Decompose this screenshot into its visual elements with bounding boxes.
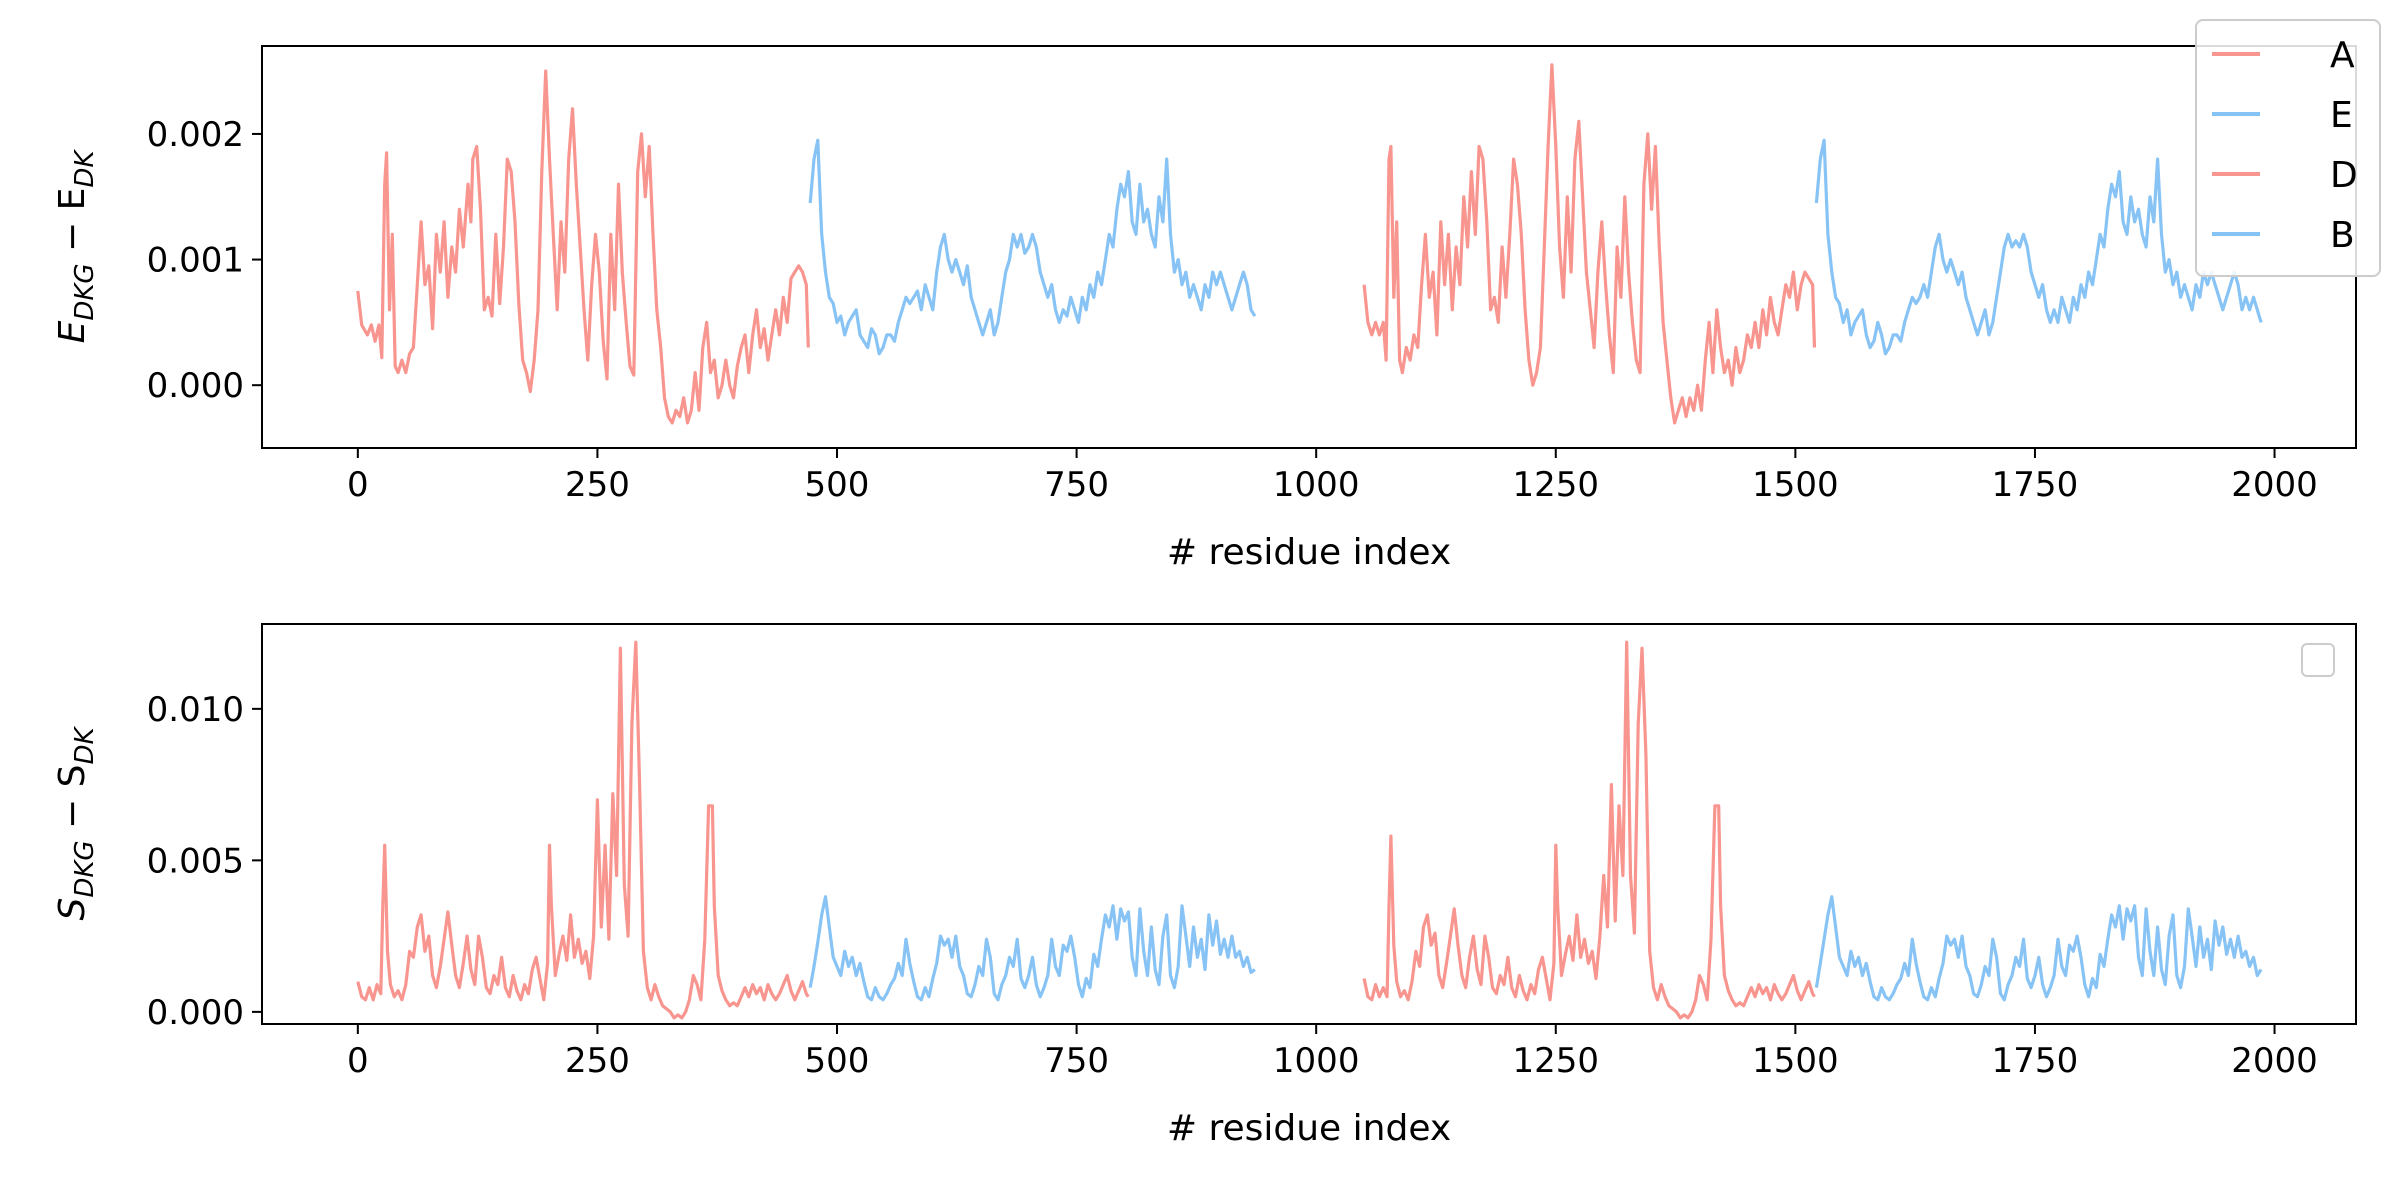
energy-x-tick-label: 1000 bbox=[1273, 465, 1360, 505]
energy-ylabel-sub2: DK bbox=[70, 149, 100, 188]
entropy-series-line-A bbox=[356, 640, 810, 1020]
energy-series-line-E bbox=[808, 138, 1257, 356]
energy-series-layer bbox=[356, 63, 2263, 425]
entropy-x-tick-label: 2000 bbox=[2231, 1041, 2318, 1081]
energy-series-line-A bbox=[356, 69, 810, 425]
energy-x-tick-label: 500 bbox=[805, 465, 870, 505]
entropy-ylabel-sub2: DK bbox=[70, 726, 100, 765]
entropy-y-ticks: 0.000 0.005 0.010 bbox=[147, 690, 262, 1033]
legend-box bbox=[2195, 19, 2381, 277]
entropy-x-tick-label: 500 bbox=[805, 1041, 870, 1081]
energy-x-tick-label: 1750 bbox=[1992, 465, 2079, 505]
legend-label-A: A bbox=[2330, 35, 2355, 76]
entropy-x-tick-label: 1750 bbox=[1992, 1041, 2079, 1081]
energy-x-tick-label: 0 bbox=[347, 465, 369, 505]
entropy-y-tick-label: 0.000 bbox=[147, 993, 244, 1033]
entropy-ylabel-sub1: DKG bbox=[70, 840, 100, 897]
energy-series-line-D bbox=[1362, 63, 1817, 425]
energy-y-ticks: 0.000 0.001 0.002 bbox=[147, 115, 262, 406]
energy-x-tick-label: 1250 bbox=[1513, 465, 1600, 505]
entropy-x-tick-label: 0 bbox=[347, 1041, 369, 1081]
energy-ylabel-mid: − E bbox=[52, 188, 93, 264]
energy-x-ticks: 0 250 500 750 1000 1250 1500 1750 2000 bbox=[347, 448, 2318, 505]
entropy-series-line-E bbox=[808, 895, 1256, 1002]
entropy-series-line-D bbox=[1362, 640, 1816, 1020]
entropy-ylabel-mid: − S bbox=[52, 765, 93, 841]
entropy-difference-panel: 0 250 500 750 1000 1250 1500 1750 2000 0.0000.00… bbox=[52, 623, 2357, 1149]
energy-x-tick-label: 1500 bbox=[1752, 465, 1839, 505]
entropy-x-tick-label: 1250 bbox=[1513, 1041, 1600, 1081]
entropy-y-tick-label: 0.010 bbox=[147, 690, 244, 730]
legend-label-B: B bbox=[2330, 215, 2355, 256]
entropy-series-layer bbox=[356, 640, 2263, 1020]
energy-y-axis-label: EDKG − EDK bbox=[52, 149, 100, 344]
entropy-x-axis-label: # residue index bbox=[1167, 1108, 1451, 1149]
energy-y-tick-label: 0.002 bbox=[147, 115, 244, 155]
entropy-x-tick-label: 250 bbox=[565, 1041, 630, 1081]
entropy-x-tick-label: 1500 bbox=[1752, 1041, 1839, 1081]
entropy-x-tick-label: 750 bbox=[1044, 1041, 1109, 1081]
entropy-ylabel-main: S bbox=[52, 898, 93, 921]
entropy-y-tick-label: 0.005 bbox=[147, 841, 244, 881]
energy-x-tick-label: 2000 bbox=[2231, 465, 2318, 505]
empty-legend-box bbox=[2301, 643, 2335, 677]
energy-x-axis-label: # residue index bbox=[1167, 532, 1451, 573]
energy-difference-panel: 0 250 500 750 1000 1250 1500 1750 2000 0.0000.00… bbox=[52, 45, 2357, 573]
energy-ylabel-sub1: DKG bbox=[70, 263, 100, 320]
energy-x-tick-label: 250 bbox=[565, 465, 630, 505]
entropy-series-line-B bbox=[1814, 895, 2263, 1002]
legend-label-E: E bbox=[2330, 95, 2353, 136]
entropy-x-ticks: 0 250 500 750 1000 1250 1500 1750 2000 bbox=[347, 1024, 2318, 1081]
energy-ylabel-main: E bbox=[52, 320, 93, 343]
entropy-y-axis-label: SDKG − SDK bbox=[52, 726, 100, 921]
entropy-plot-frame bbox=[261, 623, 2357, 1025]
entropy-x-tick-label: 1000 bbox=[1273, 1041, 1360, 1081]
energy-y-tick-label: 0.000 bbox=[147, 366, 244, 406]
legend-label-D: D bbox=[2330, 155, 2358, 196]
energy-y-tick-label: 0.001 bbox=[147, 241, 244, 281]
energy-x-tick-label: 750 bbox=[1044, 465, 1109, 505]
energy-series-line-B bbox=[1814, 138, 2263, 356]
